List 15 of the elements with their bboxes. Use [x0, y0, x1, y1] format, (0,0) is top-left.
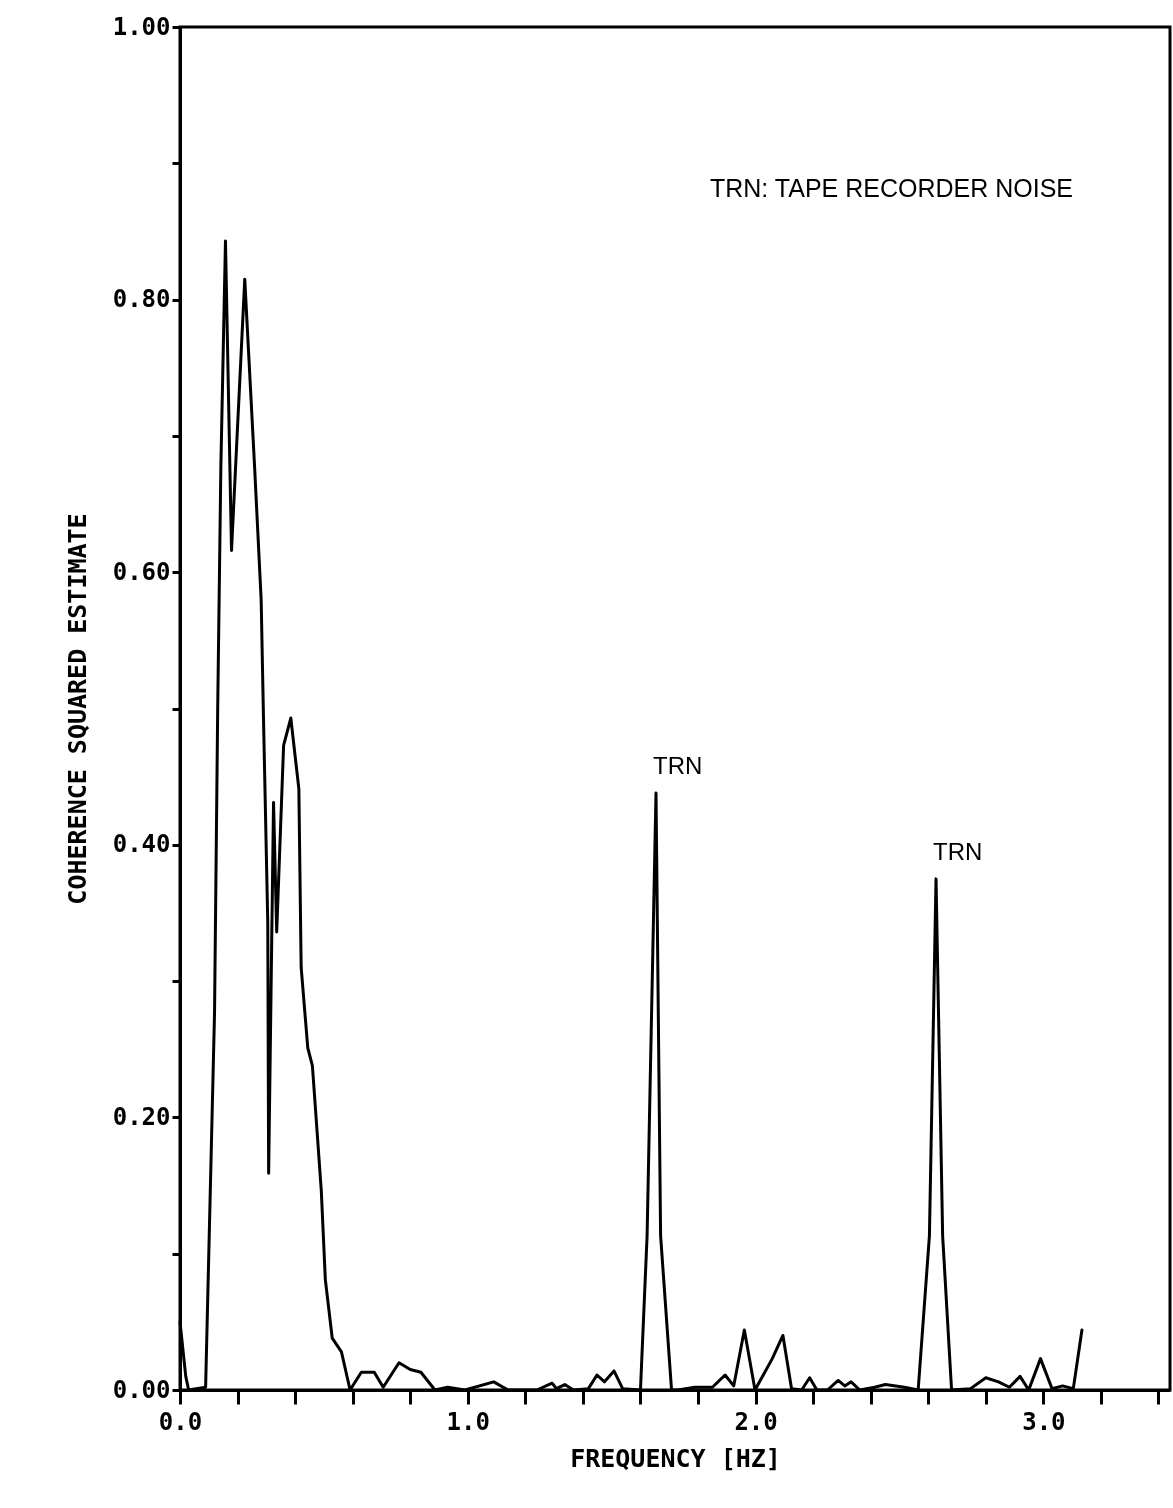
y-tick-label: 0.00	[112, 1375, 171, 1404]
x-tick-label: 3.0	[1022, 1407, 1066, 1436]
y-tick-label: 0.60	[112, 557, 171, 586]
y-tick-label: 1.00	[112, 12, 171, 41]
y-axis-title: COHERENCE SQUARED ESTIMATE	[62, 513, 92, 905]
annotation: TRN: TAPE RECORDER NOISE	[709, 174, 1073, 202]
y-tick-label: 0.20	[112, 1102, 171, 1131]
annotation: TRN	[653, 752, 703, 780]
x-tick-label: 1.0	[446, 1407, 490, 1436]
annotation: TRN	[933, 837, 983, 865]
y-tick-label: 0.80	[112, 285, 171, 314]
y-tick-label: 0.40	[112, 830, 171, 859]
x-tick-label: 0.0	[158, 1407, 203, 1436]
x-axis-title: FREQUENCY [HZ]	[570, 1443, 781, 1473]
x-tick-label: 2.0	[734, 1407, 778, 1436]
